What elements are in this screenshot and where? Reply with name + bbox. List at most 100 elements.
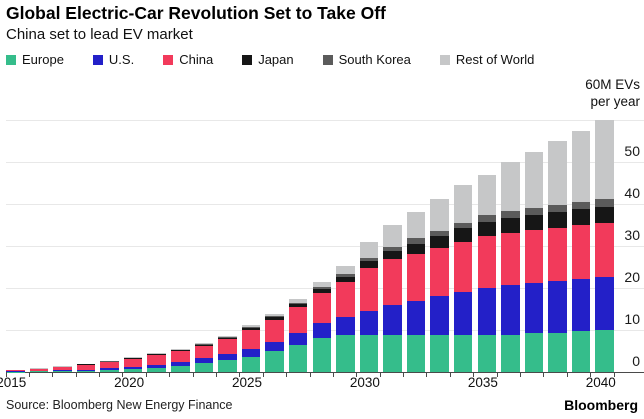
bar-segment-china	[430, 247, 449, 297]
bar-segment-europe	[218, 359, 237, 372]
bar-segment-japan	[218, 337, 237, 340]
bar-segment-japan	[312, 288, 332, 294]
bar-2017	[53, 366, 72, 372]
source-text: Source: Bloomberg New Energy Finance	[6, 398, 233, 412]
y-axis-unit-line1: 60M EVs	[585, 77, 640, 92]
bar-segment-u-s-	[76, 369, 96, 371]
bar-2039	[571, 130, 591, 372]
bar-segment-rest-of-world	[548, 141, 567, 206]
bar-segment-europe	[548, 332, 567, 372]
y-axis-tick-label: 10	[624, 311, 640, 327]
bar-2024	[218, 335, 237, 372]
bar-segment-rest-of-world	[501, 162, 520, 212]
bar-segment-rest-of-world	[76, 363, 96, 365]
bar-2018	[76, 363, 96, 372]
bar-segment-south-korea	[595, 199, 614, 207]
legend-item-china: China	[163, 52, 213, 67]
x-axis-tick	[379, 372, 381, 377]
bar-segment-rest-of-world	[312, 282, 332, 288]
bar-segment-u-s-	[123, 366, 143, 370]
bar-segment-south-korea	[453, 222, 473, 229]
bar-segment-china	[53, 366, 72, 371]
bar-2022	[171, 348, 190, 372]
bar-segment-japan	[477, 221, 497, 237]
bar-segment-u-s-	[336, 316, 355, 336]
bar-segment-japan	[571, 209, 591, 226]
bar-segment-china	[359, 267, 379, 311]
bar-segment-europe	[53, 371, 72, 372]
bar-2028	[312, 282, 332, 372]
x-axis-tick	[215, 372, 217, 377]
bar-segment-china	[383, 259, 402, 305]
y-axis-unit-line2: per year	[590, 94, 640, 109]
bar-segment-europe	[336, 335, 355, 372]
bar-segment-europe	[359, 335, 379, 372]
bar-segment-europe	[595, 330, 614, 372]
x-axis-tick	[426, 372, 428, 377]
x-axis-tick	[192, 372, 194, 377]
bar-segment-europe	[123, 369, 143, 372]
gridline	[6, 246, 644, 247]
bloomberg-logo: Bloomberg	[564, 397, 638, 413]
x-axis-tick-label: 2040	[585, 375, 616, 390]
bar-2019	[100, 360, 119, 372]
legend-label: Europe	[22, 52, 64, 67]
bar-segment-china	[524, 230, 544, 283]
bar-segment-china	[147, 355, 166, 365]
x-axis-tick	[519, 372, 521, 377]
bar-2023	[194, 342, 214, 372]
bar-2025	[241, 325, 261, 372]
bar-2026	[265, 314, 284, 372]
bar-segment-china	[76, 364, 96, 370]
bar-segment-rest-of-world	[383, 225, 402, 247]
bar-segment-japan	[383, 251, 402, 260]
x-axis-tick-label: 2025	[232, 375, 263, 390]
legend-label: U.S.	[108, 52, 135, 67]
x-axis-tick	[473, 372, 475, 377]
bar-segment-europe	[571, 331, 591, 372]
bar-segment-japan	[336, 276, 355, 282]
legend-swatch-icon	[242, 54, 253, 65]
bar-2036	[501, 162, 520, 372]
bar-segment-rest-of-world	[571, 130, 591, 203]
bar-2030	[359, 241, 379, 372]
bar-segment-u-s-	[501, 285, 520, 335]
y-axis-tick-label: 50	[624, 143, 640, 159]
bar-segment-south-korea	[548, 205, 567, 213]
x-axis-tick	[145, 372, 147, 377]
legend-swatch-icon	[322, 54, 333, 65]
bar-segment-europe	[288, 344, 308, 372]
bar-segment-u-s-	[218, 353, 237, 360]
bar-segment-rest-of-world	[477, 174, 497, 216]
bar-segment-rest-of-world	[524, 151, 544, 209]
bar-segment-europe	[29, 371, 49, 372]
bar-2016	[29, 368, 49, 372]
bar-2038	[548, 141, 567, 372]
bar-segment-u-s-	[595, 276, 614, 330]
y-axis-tick-label: 40	[624, 185, 640, 201]
bar-segment-rest-of-world	[218, 335, 237, 338]
bar-segment-japan	[241, 327, 261, 331]
x-axis-tick	[403, 372, 405, 377]
bar-segment-japan	[430, 235, 449, 248]
bar-segment-south-korea	[336, 274, 355, 277]
bar-segment-china	[571, 225, 591, 279]
x-axis-tick	[28, 372, 30, 377]
legend-swatch-icon	[163, 54, 174, 65]
bar-2035	[477, 174, 497, 372]
bar-segment-europe	[430, 335, 449, 372]
bar-2029	[336, 265, 355, 372]
y-axis-tick-label: 20	[624, 269, 640, 285]
bar-segment-japan	[123, 357, 143, 359]
legend-item-europe: Europe	[6, 52, 64, 67]
x-axis-tick-label: 2030	[349, 375, 380, 390]
legend-swatch-icon	[6, 54, 16, 65]
bar-segment-europe	[147, 367, 166, 372]
bar-segment-japan	[595, 206, 614, 223]
bar-segment-u-s-	[571, 278, 591, 332]
page-subtitle: China set to lead EV market	[6, 26, 193, 43]
bar-segment-south-korea	[477, 215, 497, 222]
x-axis-tick-label: 2020	[114, 375, 145, 390]
bar-segment-europe	[265, 351, 284, 372]
